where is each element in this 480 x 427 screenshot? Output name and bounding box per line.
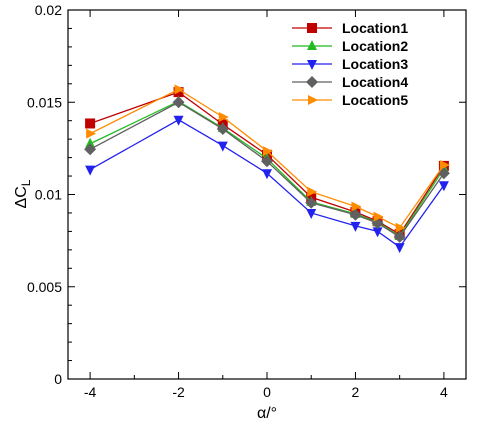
legend-item-location2: Location2	[292, 38, 408, 54]
data-point	[261, 155, 273, 168]
data-point	[373, 211, 384, 222]
series-location3	[85, 115, 449, 254]
series-location4	[84, 96, 450, 243]
x-tick-label: 2	[352, 384, 360, 400]
data-point	[307, 186, 318, 197]
y-tick-label: 0.01	[35, 187, 62, 203]
data-point	[173, 115, 184, 126]
y-tick-label: 0	[54, 371, 62, 387]
legend-marker	[306, 76, 318, 88]
data-point	[306, 208, 317, 219]
legend-label: Location3	[342, 56, 408, 72]
legend-item-location3: Location3	[292, 56, 408, 72]
data-point	[263, 146, 273, 157]
legend-item-location5: Location5	[292, 92, 408, 108]
legend-item-location1: Location1	[292, 20, 408, 36]
series-layer	[84, 84, 450, 254]
legend-marker	[308, 95, 318, 105]
y-tick-label: 0.005	[27, 279, 62, 295]
series-location2	[85, 95, 449, 241]
data-point	[394, 243, 405, 254]
y-tick-label: 0.015	[27, 94, 62, 110]
data-point	[372, 227, 383, 238]
data-point	[350, 221, 361, 232]
data-point	[218, 112, 229, 123]
data-point	[349, 208, 362, 221]
legend-label: Location5	[342, 92, 408, 108]
data-point	[438, 181, 449, 192]
data-point	[84, 143, 97, 156]
data-point	[305, 196, 318, 209]
data-point	[85, 118, 96, 129]
x-tick-label: 0	[263, 384, 271, 400]
legend-marker	[307, 60, 317, 70]
data-point	[217, 141, 228, 152]
data-point	[86, 128, 97, 139]
x-tick-label: 4	[440, 384, 448, 400]
data-point	[85, 137, 96, 148]
data-point	[351, 201, 362, 212]
data-point	[439, 159, 450, 170]
data-point	[172, 96, 185, 109]
data-point	[216, 123, 229, 136]
x-tick-label: -4	[84, 384, 97, 400]
legend-marker	[307, 23, 317, 33]
data-point	[393, 230, 406, 243]
y-axis-title-subscript: L	[19, 179, 33, 186]
x-tick-label: -2	[172, 384, 185, 400]
series-location5	[86, 84, 450, 233]
x-axis-title: α/°	[257, 405, 277, 422]
y-axis-title-main: ΔC	[13, 186, 30, 208]
data-point	[174, 84, 185, 95]
data-point	[85, 165, 96, 176]
legend: Location1 Location2 Location3 Location4 Loca…	[292, 20, 408, 108]
legend-label: Location1	[342, 20, 408, 36]
axis-ticks: -4 -2 0 2 4 0 0.005 0.01 0.015 0.02	[27, 2, 466, 400]
data-point	[395, 222, 406, 233]
y-axis-title: ΔCL	[13, 179, 33, 208]
legend-marker	[307, 40, 317, 50]
legend-label: Location2	[342, 38, 408, 54]
legend-label: Location4	[342, 74, 408, 90]
y-tick-label: 0.02	[35, 2, 62, 18]
series-line	[89, 119, 445, 248]
data-point	[262, 169, 272, 180]
legend-item-location4: Location4	[292, 74, 408, 90]
